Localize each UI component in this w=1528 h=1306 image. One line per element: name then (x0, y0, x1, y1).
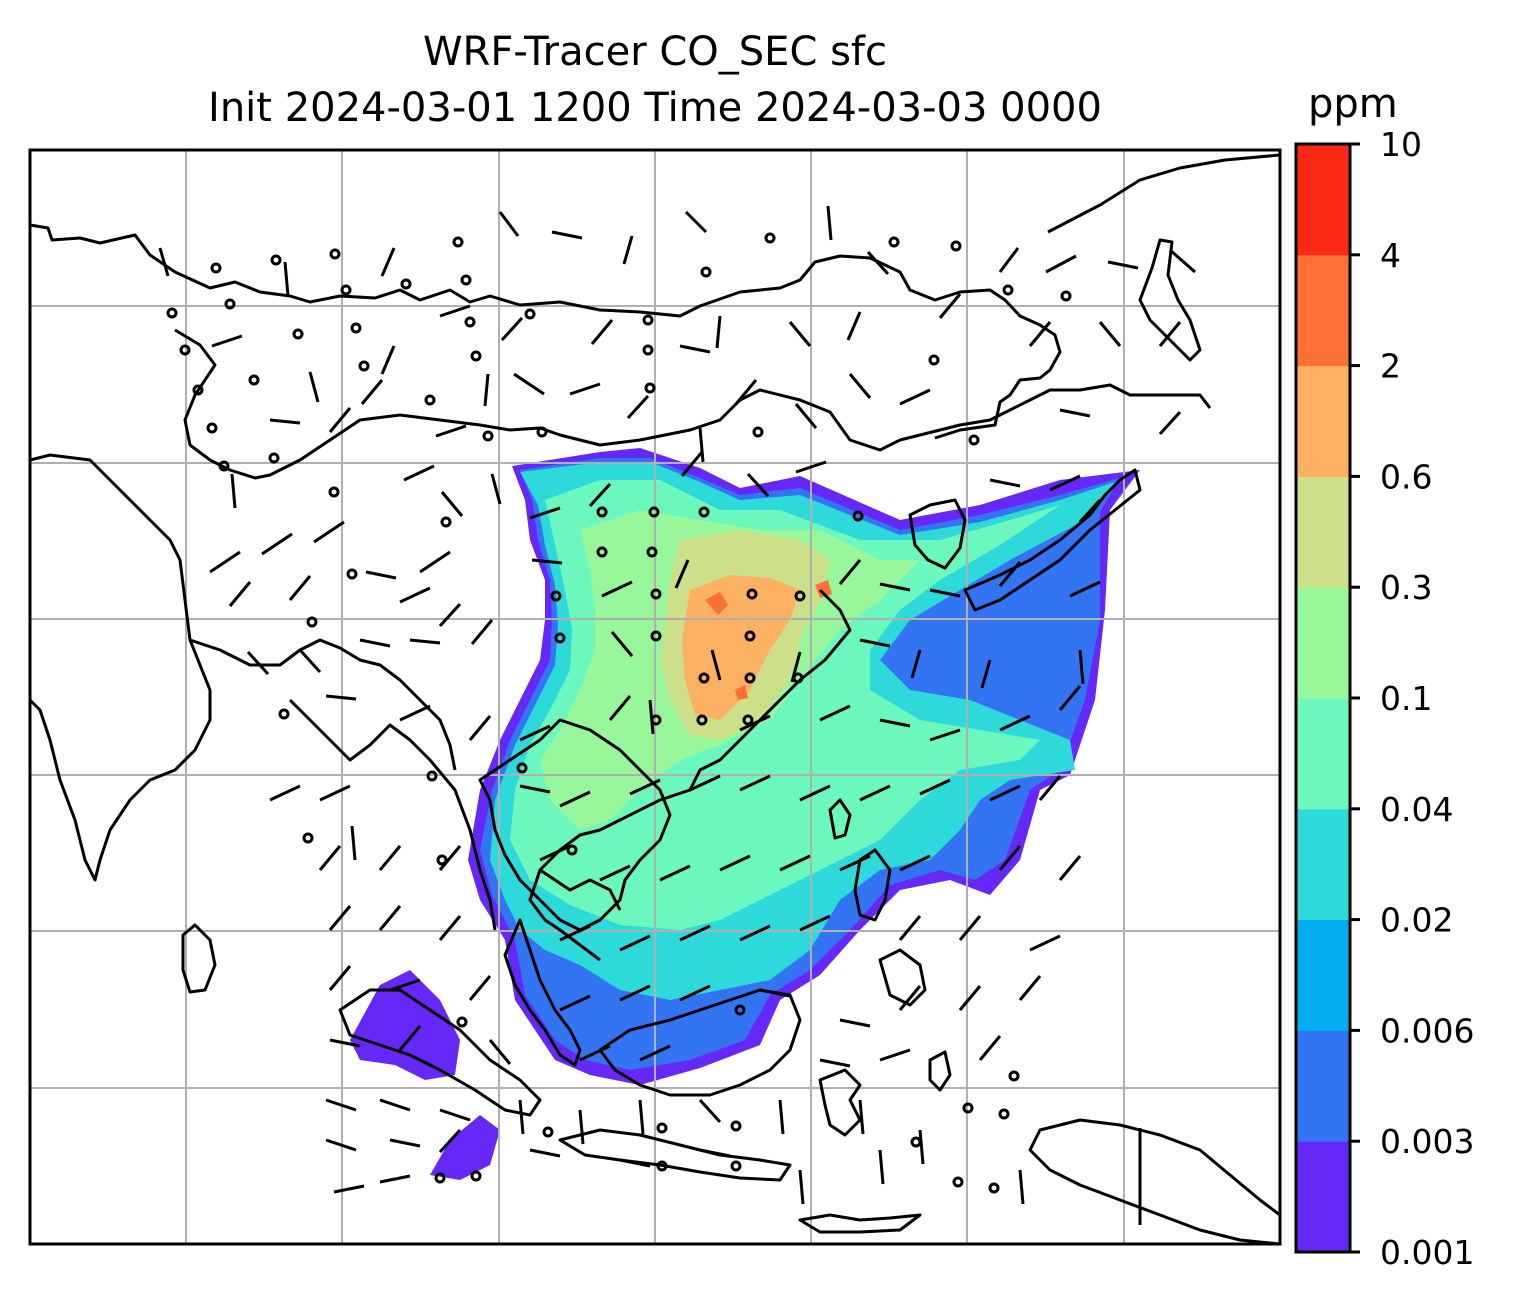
russia-east-coast (1047, 153, 1280, 234)
sumatra (338, 988, 542, 1117)
colorbar-tick-label: 0.3 (1380, 568, 1432, 607)
sri-lanka (181, 923, 217, 994)
sulawesi (818, 1068, 862, 1137)
russia-border (30, 223, 1062, 440)
japan-honshu (963, 468, 1142, 612)
india-west (30, 453, 212, 882)
colorbar-tick-label: 0.001 (1380, 1233, 1474, 1272)
borneo (598, 988, 802, 1097)
map-title-line-1: WRF-Tracer CO_SEC sfc (422, 29, 888, 75)
colorbar-unit-label: ppm (1308, 81, 1398, 127)
colorbar-tick-label: 10 (1380, 125, 1422, 164)
thailand-gulf (539, 868, 622, 911)
colorbar-segment (1296, 476, 1350, 588)
colorbar-segment (1296, 144, 1350, 256)
colorbar-tick-label: 0.02 (1380, 901, 1453, 940)
calm-markers (166, 232, 1072, 1194)
map-panel (30, 150, 1280, 1244)
colorbar-tick-label: 0.003 (1380, 1122, 1474, 1161)
bay-of-bengal (288, 698, 497, 931)
colorbar-segment (1296, 698, 1350, 810)
colorbar-segment (1296, 254, 1350, 367)
field-layer-0b (350, 970, 460, 1080)
colorbar-tick-label: 2 (1380, 347, 1401, 386)
colorbar-segment (1296, 808, 1350, 921)
colorbar-tick-label: 0.04 (1380, 790, 1453, 829)
colorbar-tick-label: 0.1 (1380, 679, 1432, 718)
coastlines (30, 153, 1280, 1244)
java (558, 1128, 792, 1182)
mongolia-china-border (174, 328, 901, 480)
map-title-line-2: Init 2024-03-01 1200 Time 2024-03-03 000… (208, 85, 1102, 131)
colorbar-tick-label: 0.6 (1380, 457, 1432, 496)
wind-barbs (158, 205, 1196, 1205)
colorbar: 0.001 0.003 0.006 0.02 0.04 0.1 0.3 0.6 2 4 10 (1294, 125, 1474, 1272)
field-layer-0c (430, 1115, 500, 1180)
colorbar-segment (1296, 1030, 1350, 1142)
korea-peninsula (908, 498, 967, 570)
colorbar-segment (1296, 919, 1350, 1031)
india-east (189, 638, 457, 771)
new-guinea (1028, 1118, 1280, 1244)
lesser-sunda (798, 1213, 922, 1234)
china-south-coast (528, 828, 601, 962)
malay-peninsula (503, 918, 582, 1067)
philippines-south (878, 948, 952, 1092)
field-layer-7 (705, 580, 832, 700)
colorbar-segment (1296, 587, 1350, 699)
map-frame (28, 148, 1282, 1246)
taiwan (828, 798, 852, 840)
colorbar-segment (1296, 1141, 1350, 1253)
china-coast (599, 588, 852, 832)
philippines-luzon (853, 848, 892, 922)
colorbar-segment (1296, 365, 1350, 477)
sakhalin (1138, 238, 1202, 362)
colorbar-tick-label: 4 (1380, 236, 1401, 275)
gridlines (30, 150, 1280, 1244)
tracer-field (350, 448, 1140, 1180)
colorbar-tick-label: 0.006 (1380, 1011, 1474, 1050)
indochina (478, 718, 672, 932)
field-layer-6 (682, 575, 800, 720)
china-northeast (899, 383, 1212, 442)
